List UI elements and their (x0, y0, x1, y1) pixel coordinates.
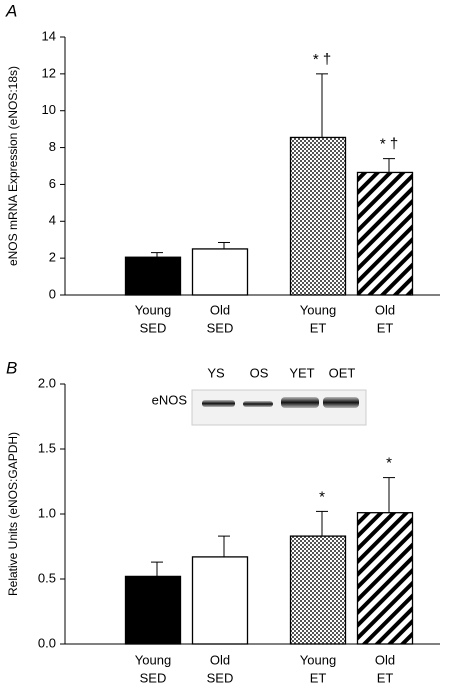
y-tick-label: 14 (42, 28, 56, 43)
panel-label: A (5, 1, 17, 20)
x-tick-label: ET (310, 320, 327, 335)
y-tick-label: 2.0 (38, 375, 56, 390)
y-tick-label: 2 (49, 250, 56, 265)
x-tick-label: ET (310, 670, 327, 685)
y-tick-label: 0 (49, 286, 56, 301)
bar (191, 556, 249, 645)
y-tick-label: 1.0 (38, 505, 56, 520)
blot-row-label: eNOS (152, 392, 188, 407)
blot-lane-label: OS (250, 365, 269, 380)
bar (356, 512, 414, 645)
y-tick-label: 1.5 (38, 440, 56, 455)
blot-image (191, 389, 367, 426)
bar (124, 256, 182, 296)
x-tick-label: Young (300, 652, 336, 667)
x-tick-label: SED (207, 320, 234, 335)
significance-label: * (386, 455, 392, 472)
blot-lane-label: YS (207, 365, 225, 380)
panel-label: B (6, 358, 17, 377)
bar (124, 575, 182, 645)
bar (191, 248, 249, 296)
y-tick-label: 12 (42, 65, 56, 80)
x-tick-label: Old (375, 302, 395, 317)
y-tick-label: 10 (42, 102, 56, 117)
y-tick-label: 0.0 (38, 635, 56, 650)
y-tick-label: 0.5 (38, 570, 56, 585)
x-tick-label: Old (210, 302, 230, 317)
y-axis-label: Relative Units (eNOS:GAPDH) (6, 432, 20, 596)
x-tick-label: SED (140, 320, 167, 335)
y-axis-label: eNOS mRNA Expression (eNOS:18s) (6, 66, 20, 266)
x-tick-label: SED (140, 670, 167, 685)
significance-label: * † (380, 136, 398, 153)
x-tick-label: SED (207, 670, 234, 685)
x-tick-label: Old (210, 652, 230, 667)
x-tick-label: Young (135, 302, 171, 317)
significance-label: * (319, 488, 325, 505)
bar (289, 535, 347, 645)
x-tick-label: Young (300, 302, 336, 317)
x-tick-label: Old (375, 652, 395, 667)
x-tick-label: Young (135, 652, 171, 667)
significance-label: * † (313, 51, 331, 68)
y-tick-label: 4 (49, 213, 56, 228)
x-tick-label: ET (377, 320, 394, 335)
y-tick-label: 6 (49, 176, 56, 191)
bar (356, 171, 414, 296)
x-tick-label: ET (377, 670, 394, 685)
y-tick-label: 8 (49, 139, 56, 154)
blot-lane-label: OET (329, 365, 356, 380)
blot-lane-label: YET (289, 365, 314, 380)
bar (289, 136, 347, 296)
